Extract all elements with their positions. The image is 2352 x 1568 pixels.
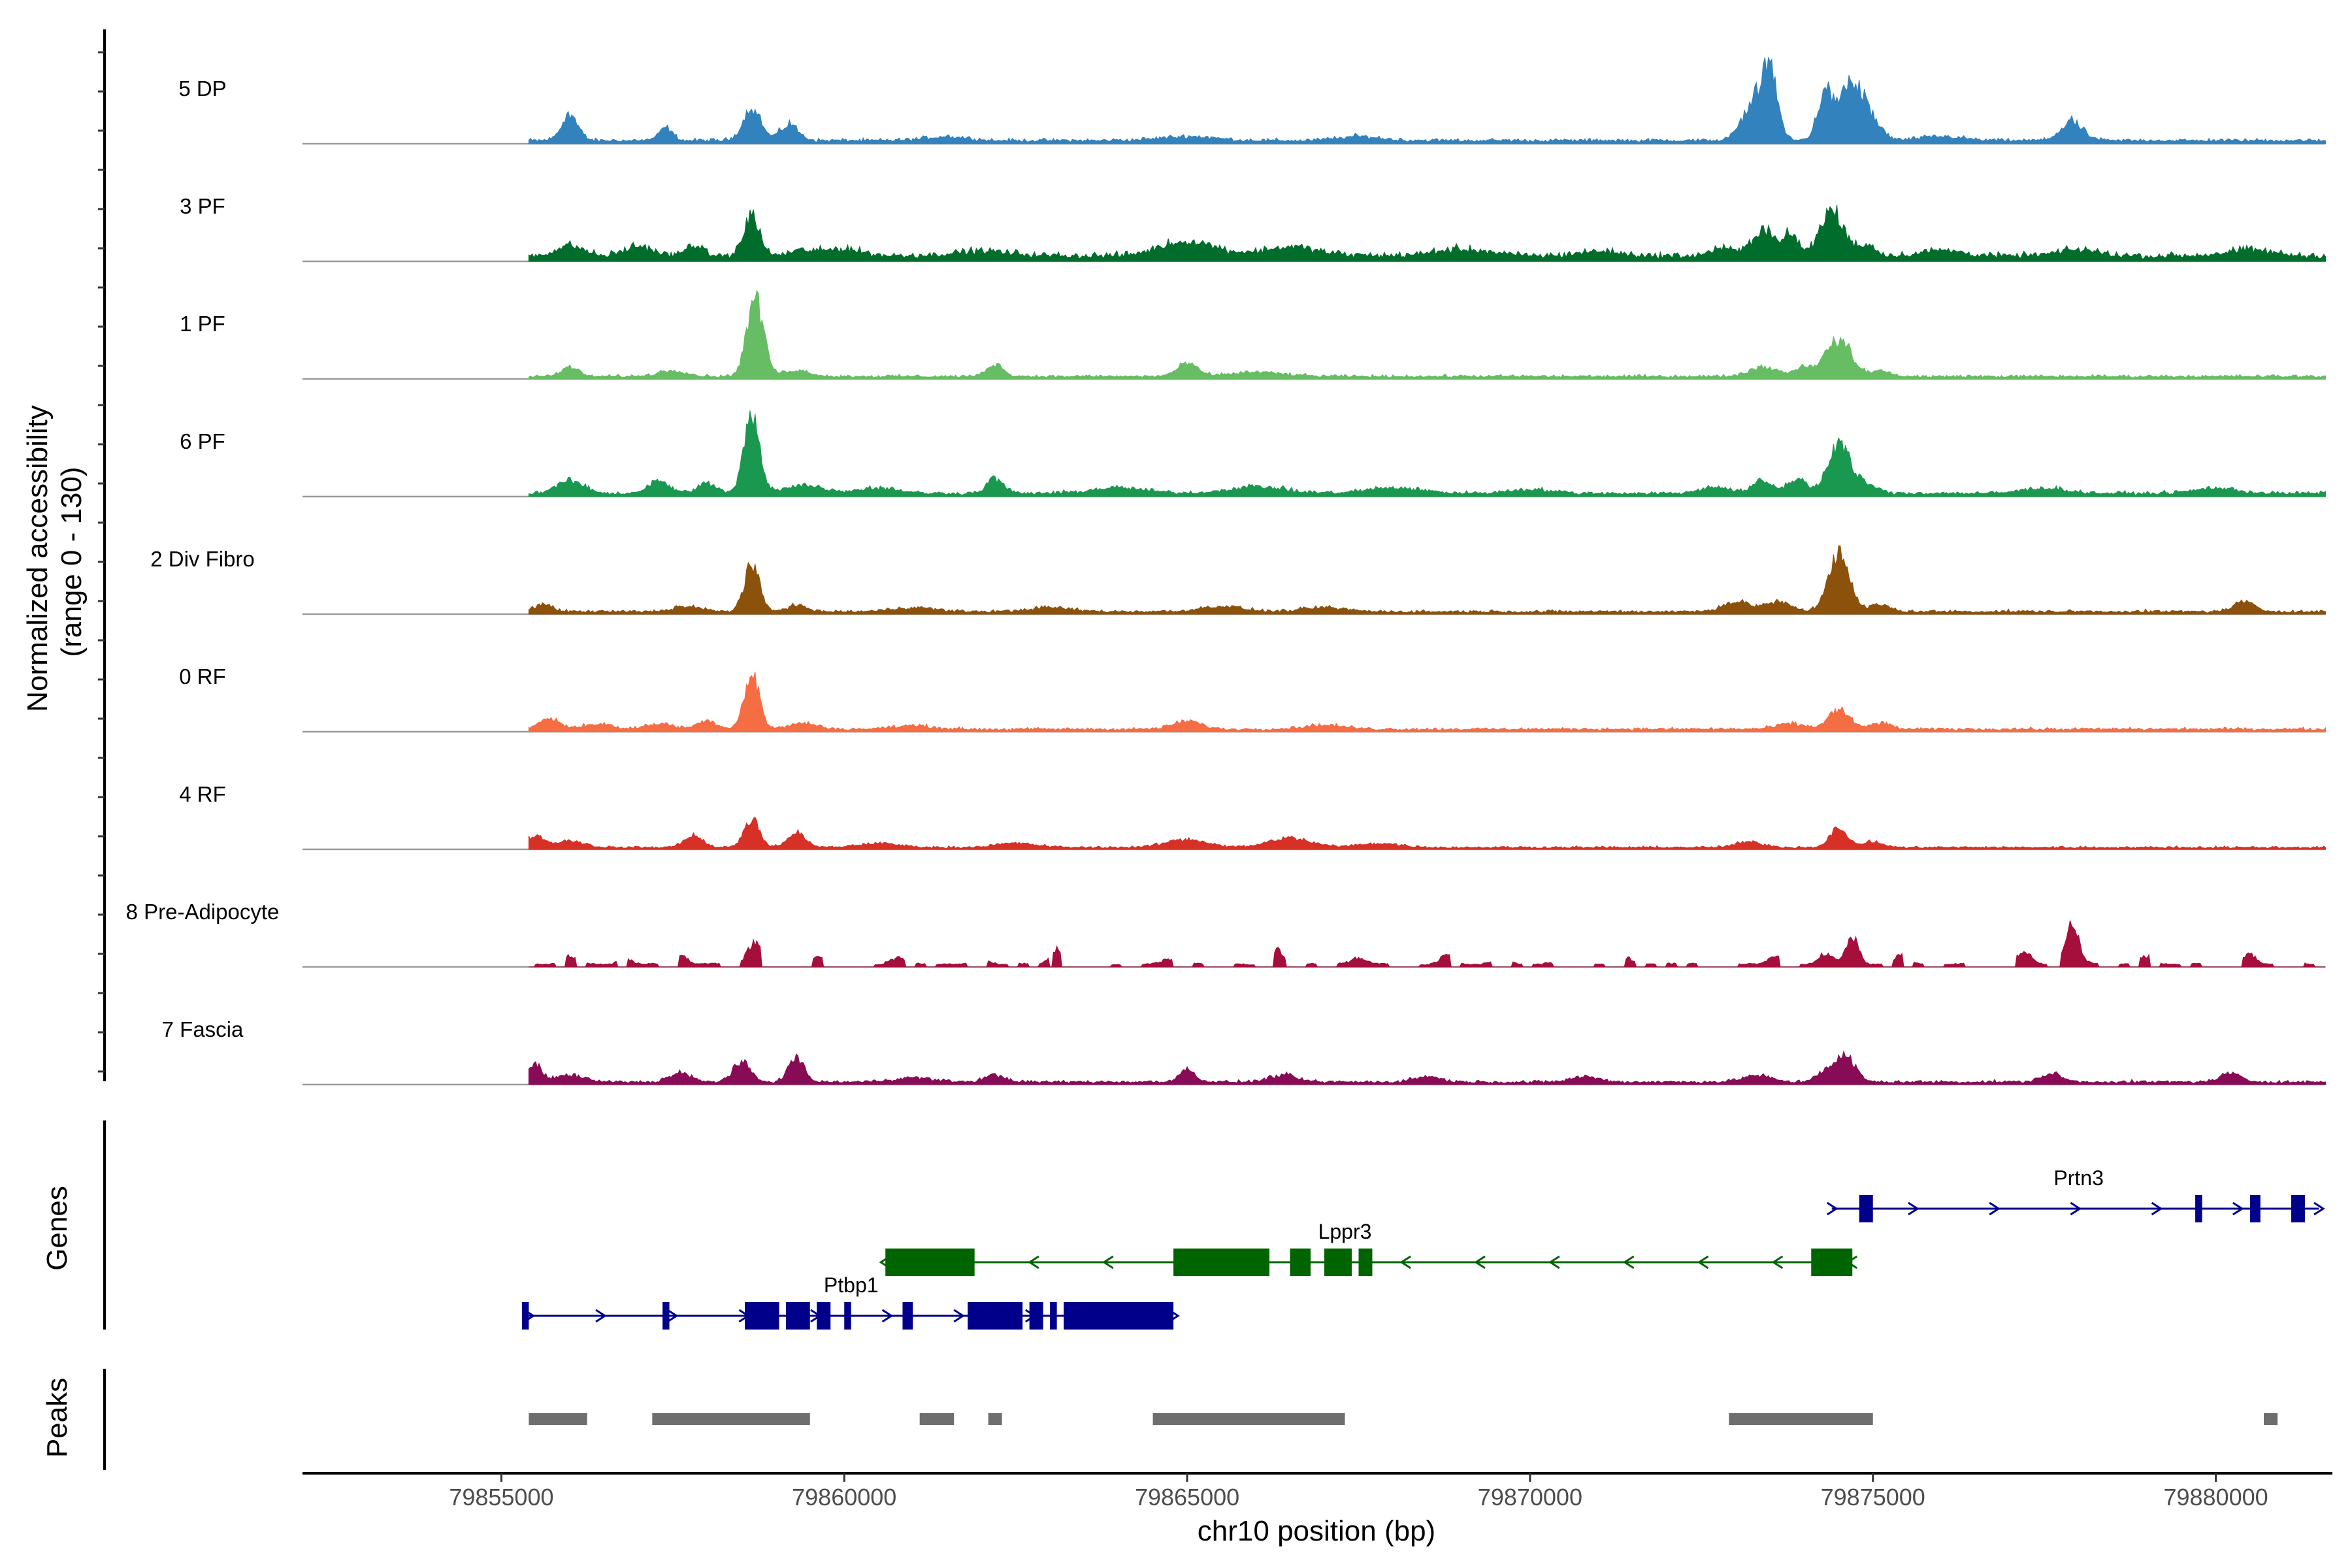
peak-region	[1152, 1413, 1345, 1425]
track-label: 4 RF	[179, 782, 226, 806]
track-label: 3 PF	[180, 194, 225, 218]
gene-exon	[885, 1249, 975, 1276]
gene-strand-arrow	[1028, 1255, 1039, 1269]
gene-prtn3: Prtn3	[1826, 1166, 2325, 1222]
peak-region	[919, 1413, 955, 1425]
gene-exon	[786, 1302, 810, 1330]
track-label: 6 PF	[180, 429, 225, 453]
gene-exon	[844, 1302, 851, 1330]
gene-ptbp1: Ptbp1	[521, 1273, 1180, 1330]
gene-exon	[902, 1302, 913, 1330]
peaks-panel	[103, 1369, 2278, 1470]
gene-strand-arrow	[1399, 1255, 1411, 1269]
gene-strand-arrow	[2070, 1201, 2082, 1216]
gene-exon	[1358, 1249, 1373, 1276]
peak-region	[652, 1413, 810, 1425]
gene-strand-arrow	[2313, 1201, 2325, 1216]
track-7-fascia: 7 Fascia	[162, 1017, 2326, 1086]
gene-strand-arrow	[1697, 1255, 1709, 1269]
track-8-pre-adipocyte: 8 Pre-Adipocyte	[126, 900, 2326, 968]
gene-strand-arrow	[881, 1309, 894, 1323]
peaks-panel-label: Peaks	[41, 1378, 73, 1458]
genes-panel-label: Genes	[41, 1186, 73, 1271]
gene-strand-arrow	[1826, 1201, 1838, 1216]
gene-strand-arrow	[953, 1309, 965, 1323]
gene-exon	[1029, 1302, 1043, 1330]
gene-exon	[2291, 1195, 2306, 1222]
gene-strand-arrow	[1908, 1201, 1919, 1216]
x-tick-label: 79860000	[792, 1484, 896, 1511]
y-axis-title: Normalized accessibility	[22, 405, 54, 711]
gene-label: Ptbp1	[824, 1273, 879, 1297]
track-label: 7 Fascia	[162, 1017, 244, 1041]
track-4-rf: 4 RF	[179, 782, 2326, 851]
gene-lppr3: Lppr3	[879, 1220, 1858, 1276]
x-tick-label: 79880000	[2163, 1484, 2268, 1511]
gene-strand-arrow	[2151, 1201, 2163, 1216]
track-2-div-fibro: 2 Div Fibro	[150, 545, 2326, 615]
track-label: 5 DP	[178, 76, 226, 101]
gene-strand-arrow	[666, 1309, 679, 1323]
coverage-panel: 5 DP 3 PF 1 PF 6 PF 2 Div Fibro 0 RF 4 RF 8 Pre…	[98, 29, 2326, 1086]
track-3-pf: 3 PF	[180, 194, 2326, 263]
track-0-rf: 0 RF	[179, 664, 2326, 733]
gene-exon	[1324, 1249, 1352, 1276]
gene-exon	[1064, 1302, 1174, 1330]
gene-exon	[968, 1302, 1023, 1330]
gene-strand-arrow	[1771, 1255, 1784, 1269]
x-axis: 79855000 79860000 79865000 79870000 79875000…	[302, 1472, 2332, 1511]
peak-region	[1729, 1413, 1873, 1425]
gene-label: Lppr3	[1318, 1220, 1372, 1243]
x-tick-label: 79875000	[1821, 1484, 1925, 1511]
y-axis-range-label: (range 0 - 130)	[56, 466, 88, 657]
track-signal-area	[528, 545, 2326, 615]
gene-exon	[1811, 1249, 1853, 1276]
peak-region	[529, 1413, 587, 1425]
gene-strand-arrow	[2232, 1201, 2244, 1216]
track-6-pf: 6 PF	[180, 410, 2326, 498]
track-signal-area	[528, 204, 2326, 262]
gene-exon	[745, 1302, 779, 1330]
track-signal-area	[528, 57, 2326, 144]
x-axis-title: chr10 position (bp)	[1198, 1515, 1435, 1547]
gene-strand-arrow	[1989, 1201, 2001, 1216]
x-tick-label: 79870000	[1478, 1484, 1582, 1511]
track-signal-area	[528, 289, 2326, 380]
track-signal-area	[528, 817, 2326, 850]
gene-strand-arrow	[595, 1309, 607, 1323]
track-label: 8 Pre-Adipocyte	[126, 900, 280, 924]
track-label: 2 Div Fibro	[150, 547, 255, 571]
track-signal-area	[528, 410, 2326, 497]
gene-strand-arrow	[1102, 1255, 1114, 1269]
peak-region	[988, 1413, 1002, 1425]
track-label: 0 RF	[179, 664, 226, 689]
gene-exon	[1173, 1249, 1270, 1276]
genes-panel: Ptbp1 Lppr3 Prtn3	[103, 1120, 2325, 1330]
gene-exon	[662, 1302, 670, 1330]
track-signal-area	[528, 671, 2326, 732]
track-signal-area	[528, 1050, 2326, 1085]
gene-exon	[1050, 1302, 1057, 1330]
gene-exon	[817, 1302, 831, 1330]
gene-exon	[2195, 1195, 2202, 1222]
gene-exon	[1859, 1195, 1873, 1222]
gene-strand-arrow	[1622, 1255, 1635, 1269]
gene-strand-arrow	[1548, 1255, 1560, 1269]
track-label: 1 PF	[180, 312, 225, 336]
track-1-pf: 1 PF	[180, 289, 2326, 380]
track-5-dp: 5 DP	[178, 57, 2326, 145]
x-tick-label: 79855000	[449, 1484, 553, 1511]
peak-region	[2264, 1413, 2278, 1425]
gene-strand-arrow	[1474, 1255, 1486, 1269]
gene-label: Prtn3	[2053, 1166, 2103, 1190]
gene-exon	[521, 1302, 529, 1330]
gene-exon	[2250, 1195, 2261, 1222]
x-tick-label: 79865000	[1135, 1484, 1239, 1511]
track-signal-area	[529, 920, 2326, 968]
gene-exon	[1290, 1249, 1311, 1276]
